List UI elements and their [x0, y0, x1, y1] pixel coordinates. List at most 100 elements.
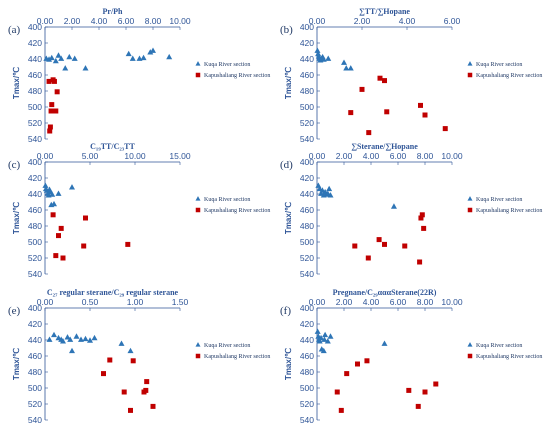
data-point-kuqa — [55, 190, 62, 196]
data-point-kuqa — [46, 336, 53, 342]
legend-label: Kapushaliang River section — [476, 208, 542, 214]
y-tick-label: 540 — [300, 269, 314, 279]
y-tick-label: 540 — [28, 269, 42, 279]
legend-marker-kapushaliang — [467, 353, 473, 359]
y-tick-label: 500 — [28, 383, 42, 393]
data-point-kapushaliang — [128, 407, 133, 413]
data-point-kapushaliang — [364, 358, 370, 364]
x-tick-label: 10.00 — [169, 16, 191, 26]
y-tick-label: 440 — [28, 54, 42, 64]
data-point-kapushaliang — [56, 233, 61, 239]
data-point-kuqa — [46, 56, 53, 62]
x-tick-label: 2.00 — [64, 16, 81, 26]
data-point-kuqa — [78, 336, 84, 342]
y-tick-label: 420 — [300, 319, 314, 329]
data-point-kuqa — [67, 336, 74, 342]
data-point-kapushaliang — [418, 215, 424, 221]
data-point-kapushaliang — [419, 212, 425, 218]
x-tick-label: 0.50 — [82, 297, 99, 307]
chart-panel-6: 0.00 2.00 4.00 6.00 8.00 10.00 400 420 440 460 480… — [280, 288, 542, 425]
y-axis-label: Tmax/℃ — [284, 348, 293, 380]
y-tick-label: 500 — [28, 237, 42, 247]
legend-marker-kuqa — [467, 342, 473, 347]
data-point-kapushaliang — [402, 243, 408, 249]
legend-marker-kapushaliang — [195, 72, 201, 78]
y-axis-label: Tmax/℃ — [12, 348, 21, 380]
y-axis-label: Tmax/℃ — [12, 67, 21, 99]
y-tick-label: 460 — [28, 351, 42, 361]
y-tick-label: 480 — [28, 367, 42, 377]
y-axis-label: Tmax/℃ — [12, 202, 21, 234]
y-tick-label: 500 — [300, 237, 314, 247]
legend-marker-kuqa — [195, 196, 201, 201]
x-tick-label: 4.00 — [91, 16, 108, 26]
x-tick-label: 1.00 — [127, 297, 144, 307]
data-point-kuqa — [327, 333, 334, 339]
y-tick-label: 440 — [28, 189, 42, 199]
data-point-kapushaliang — [415, 403, 421, 409]
data-point-kuqa — [321, 336, 328, 342]
data-point-kuqa — [82, 335, 89, 342]
legend-marker-kuqa — [195, 61, 201, 66]
data-point-kuqa — [73, 333, 80, 339]
legend-label: Kapushaliang River section — [476, 354, 542, 360]
data-point-kuqa — [69, 184, 75, 190]
data-point-kapushaliang — [83, 215, 88, 221]
data-point-kapushaliang — [51, 78, 57, 84]
data-point-kuqa — [51, 331, 57, 338]
y-tick-label: 480 — [300, 367, 314, 377]
x-axis-label: Pr/Ph — [103, 7, 124, 16]
data-point-kapushaliang — [50, 212, 56, 218]
y-tick-label: 500 — [300, 383, 314, 393]
legend-label: Kuqa River section — [476, 62, 522, 68]
x-tick-label: 2.00 — [336, 297, 353, 307]
data-point-kuqa — [381, 340, 388, 346]
y-tick-label: 420 — [28, 173, 42, 183]
data-point-kuqa — [314, 328, 321, 334]
data-point-kapushaliang — [433, 381, 439, 387]
x-tick-label: 6.00 — [390, 151, 407, 161]
data-point-kuqa — [62, 65, 69, 71]
legend-label: Kuqa River section — [204, 197, 250, 203]
y-tick-label: 480 — [300, 221, 314, 231]
data-point-kapushaliang — [81, 243, 87, 249]
data-point-kuqa — [52, 57, 59, 64]
data-point-kuqa — [320, 347, 327, 354]
y-tick-label: 480 — [28, 221, 42, 231]
x-tick-label: 4.00 — [363, 151, 380, 161]
data-point-kuqa — [320, 56, 327, 62]
data-point-kapushaliang — [46, 78, 52, 84]
y-tick-label: 520 — [300, 253, 314, 263]
data-point-kuqa — [314, 47, 321, 53]
y-tick-label: 400 — [28, 303, 42, 313]
y-axis-label: Tmax/℃ — [284, 67, 293, 99]
x-axis-label: ∑Sterane/∑Hopane — [351, 142, 418, 151]
x-tick-label: 4.00 — [363, 297, 380, 307]
data-point-kuqa — [324, 338, 331, 344]
data-point-kapushaliang — [377, 75, 383, 81]
legend-marker-kuqa — [467, 196, 473, 201]
legend-label: Kuqa River section — [204, 62, 250, 68]
data-point-kapushaliang — [442, 126, 448, 132]
panel-label: (c) — [8, 159, 21, 171]
y-tick-label: 540 — [28, 134, 42, 144]
data-point-kapushaliang — [53, 108, 59, 114]
data-point-kuqa — [150, 47, 156, 53]
x-tick-label: 8.00 — [145, 16, 162, 26]
legend-marker-kapushaliang — [195, 207, 201, 213]
x-tick-label: 10.00 — [441, 297, 463, 307]
y-tick-label: 420 — [300, 173, 314, 183]
data-point-kapushaliang — [53, 253, 59, 259]
data-point-kuqa — [147, 49, 154, 55]
data-point-kapushaliang — [344, 371, 350, 377]
panel-label: (d) — [280, 159, 293, 171]
data-point-kuqa — [341, 59, 347, 65]
data-point-kapushaliang — [58, 225, 64, 231]
data-point-kuqa — [55, 52, 62, 58]
legend-marker-kapushaliang — [467, 207, 473, 213]
y-tick-label: 440 — [300, 189, 314, 199]
data-point-kapushaliang — [366, 130, 372, 136]
legend-label: Kuqa River section — [204, 343, 250, 349]
y-tick-label: 520 — [28, 118, 42, 128]
legend-label: Kuqa River section — [476, 197, 522, 203]
